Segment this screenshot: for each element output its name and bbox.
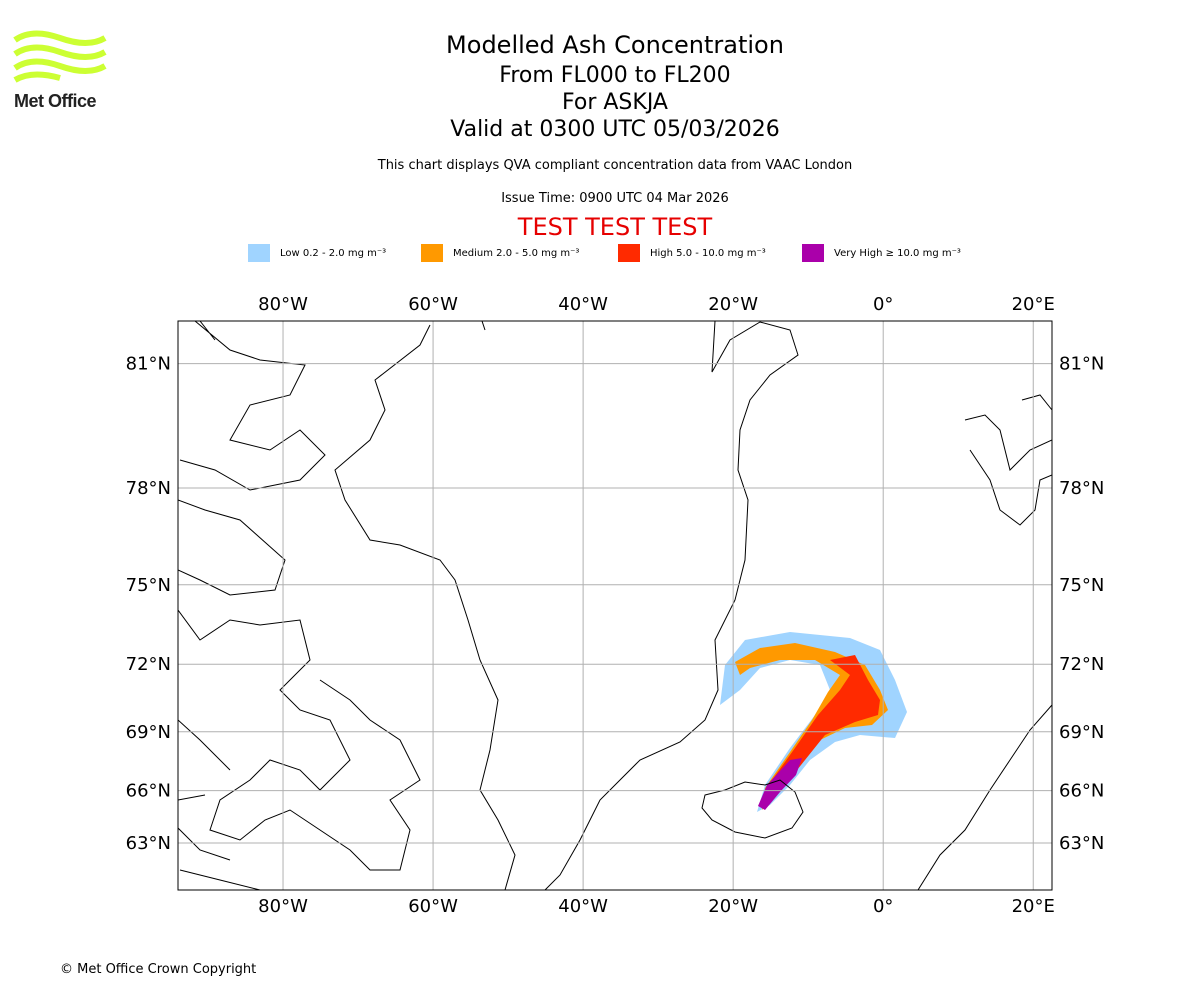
right-lat-label: 72°N bbox=[1059, 654, 1104, 675]
legend-swatch-low bbox=[248, 244, 270, 262]
legend-swatch-high bbox=[618, 244, 640, 262]
left-lat-label: 69°N bbox=[126, 722, 171, 743]
coastlines bbox=[178, 321, 1052, 890]
bottom-lon-label: 40°W bbox=[558, 896, 608, 917]
right-lat-label: 81°N bbox=[1059, 354, 1104, 375]
left-lat-label: 78°N bbox=[126, 478, 171, 499]
map-frame bbox=[177, 320, 1053, 891]
right-lat-label: 66°N bbox=[1059, 781, 1104, 802]
left-lat-label: 72°N bbox=[126, 654, 171, 675]
subtitle: This chart displays QVA compliant concen… bbox=[377, 158, 853, 173]
issue-time: Issue Time: 0900 UTC 04 Mar 2026 bbox=[501, 191, 729, 206]
legend-swatch-very-high bbox=[802, 244, 824, 262]
legend-label-medium: Medium 2.0 - 5.0 mg m⁻³ bbox=[453, 247, 580, 259]
bottom-lon-label: 20°W bbox=[708, 896, 758, 917]
copyright: © Met Office Crown Copyright bbox=[60, 962, 257, 977]
bottom-lon-label: 0° bbox=[873, 896, 893, 917]
legend-label-high: High 5.0 - 10.0 mg m⁻³ bbox=[650, 247, 766, 259]
title-line4: Valid at 0300 UTC 05/03/2026 bbox=[450, 117, 780, 142]
norway-coast bbox=[917, 704, 1052, 890]
legend-item-high: High 5.0 - 10.0 mg m⁻³ bbox=[618, 244, 766, 262]
left-lat-label: 81°N bbox=[126, 354, 171, 375]
top-lon-label: 20°E bbox=[1012, 294, 1055, 315]
graticule bbox=[178, 321, 1052, 890]
greenland-coast bbox=[334, 321, 799, 890]
left-lat-label: 66°N bbox=[126, 781, 171, 802]
right-lat-label: 63°N bbox=[1059, 833, 1104, 854]
top-lon-label: 80°W bbox=[258, 294, 308, 315]
left-lat-label: 75°N bbox=[126, 575, 171, 596]
title-line1: Modelled Ash Concentration bbox=[446, 31, 784, 59]
title-line3: For ASKJA bbox=[562, 90, 668, 115]
met-office-logo bbox=[13, 30, 107, 83]
top-lon-label: 20°W bbox=[708, 294, 758, 315]
test-banner: TEST TEST TEST bbox=[517, 213, 713, 241]
top-lon-label: 60°W bbox=[408, 294, 458, 315]
legend-label-very-high: Very High ≥ 10.0 mg m⁻³ bbox=[834, 247, 961, 259]
iceland-coast bbox=[701, 779, 804, 839]
ellesmere-coast bbox=[179, 321, 326, 491]
canada-coast bbox=[178, 499, 421, 890]
title-line2: From FL000 to FL200 bbox=[499, 63, 731, 88]
right-lat-label: 69°N bbox=[1059, 722, 1104, 743]
top-lon-label: 40°W bbox=[558, 294, 608, 315]
bottom-lon-label: 60°W bbox=[408, 896, 458, 917]
legend-item-medium: Medium 2.0 - 5.0 mg m⁻³ bbox=[421, 244, 579, 262]
right-lat-label: 78°N bbox=[1059, 478, 1104, 499]
svalbard-coast bbox=[964, 394, 1052, 526]
top-lon-label: 0° bbox=[873, 294, 893, 315]
met-office-logo-text: Met Office bbox=[14, 91, 97, 111]
legend-item-very-high: Very High ≥ 10.0 mg m⁻³ bbox=[802, 244, 961, 262]
bottom-lon-label: 80°W bbox=[258, 896, 308, 917]
legend-item-low: Low 0.2 - 2.0 mg m⁻³ bbox=[248, 244, 386, 262]
legend-label-low: Low 0.2 - 2.0 mg m⁻³ bbox=[280, 247, 387, 259]
right-lat-label: 75°N bbox=[1059, 575, 1104, 596]
plume-very-high bbox=[758, 758, 802, 810]
legend-swatch-medium bbox=[421, 244, 443, 262]
bottom-lon-label: 20°E bbox=[1012, 896, 1055, 917]
ash-plume bbox=[720, 632, 907, 812]
axis-labels: 80°W 80°W 60°W 60°W 40°W 40°W 20°W 20°W 0° 0° 20°E… bbox=[126, 294, 1105, 917]
left-lat-label: 63°N bbox=[126, 833, 171, 854]
